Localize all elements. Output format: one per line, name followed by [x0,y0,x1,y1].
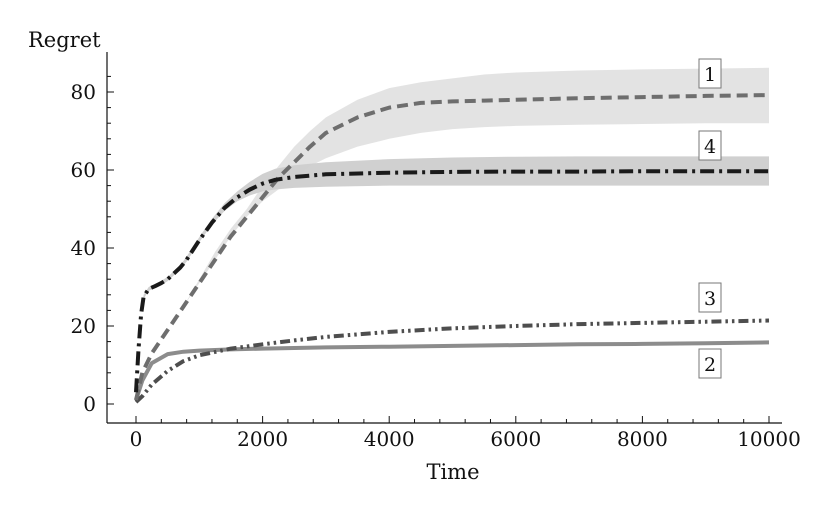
curve-label-text: 3 [704,288,716,310]
curve-label-2: 2 [698,348,722,379]
y-tick-label: 80 [71,80,96,104]
series-1-band [136,67,769,401]
curve-label-4: 4 [698,130,722,161]
y-tick-label: 20 [71,314,96,338]
curve-label-box [698,130,722,161]
x-tick-label: 4000 [364,427,415,451]
y-tick-label: 40 [71,236,96,260]
y-tick-label: 60 [71,158,96,182]
curve-label-text: 4 [704,136,716,158]
axes: 0 20 40 60 80 0 2000 4000 6000 8000 10000 [71,52,801,451]
y-axis-title: Regret [28,28,101,52]
curve-label-box [698,282,722,313]
x-tick-label: 6000 [490,427,541,451]
curve-label-box [698,348,722,379]
y-tick-label: 0 [83,392,96,416]
curve-labels: 1 2 3 4 [698,58,722,379]
x-tick-label: 10000 [737,427,801,451]
x-tick-label: 8000 [617,427,668,451]
curve-label-box [698,58,722,89]
series-1-line [134,93,770,401]
curve-label-text: 1 [704,64,716,86]
curve-label-1: 1 [698,58,722,89]
x-tick-label: 0 [130,427,143,451]
series-4-band [136,156,769,393]
curve-label-3: 3 [698,282,722,313]
series-lines [134,93,770,404]
confidence-bands [136,67,769,401]
x-axis-title: Time [426,460,479,484]
series-3-line [134,318,770,404]
series-2-line [134,340,770,401]
series-4-line [134,169,769,393]
x-tick-label: 2000 [237,427,288,451]
curve-label-text: 2 [704,354,716,376]
